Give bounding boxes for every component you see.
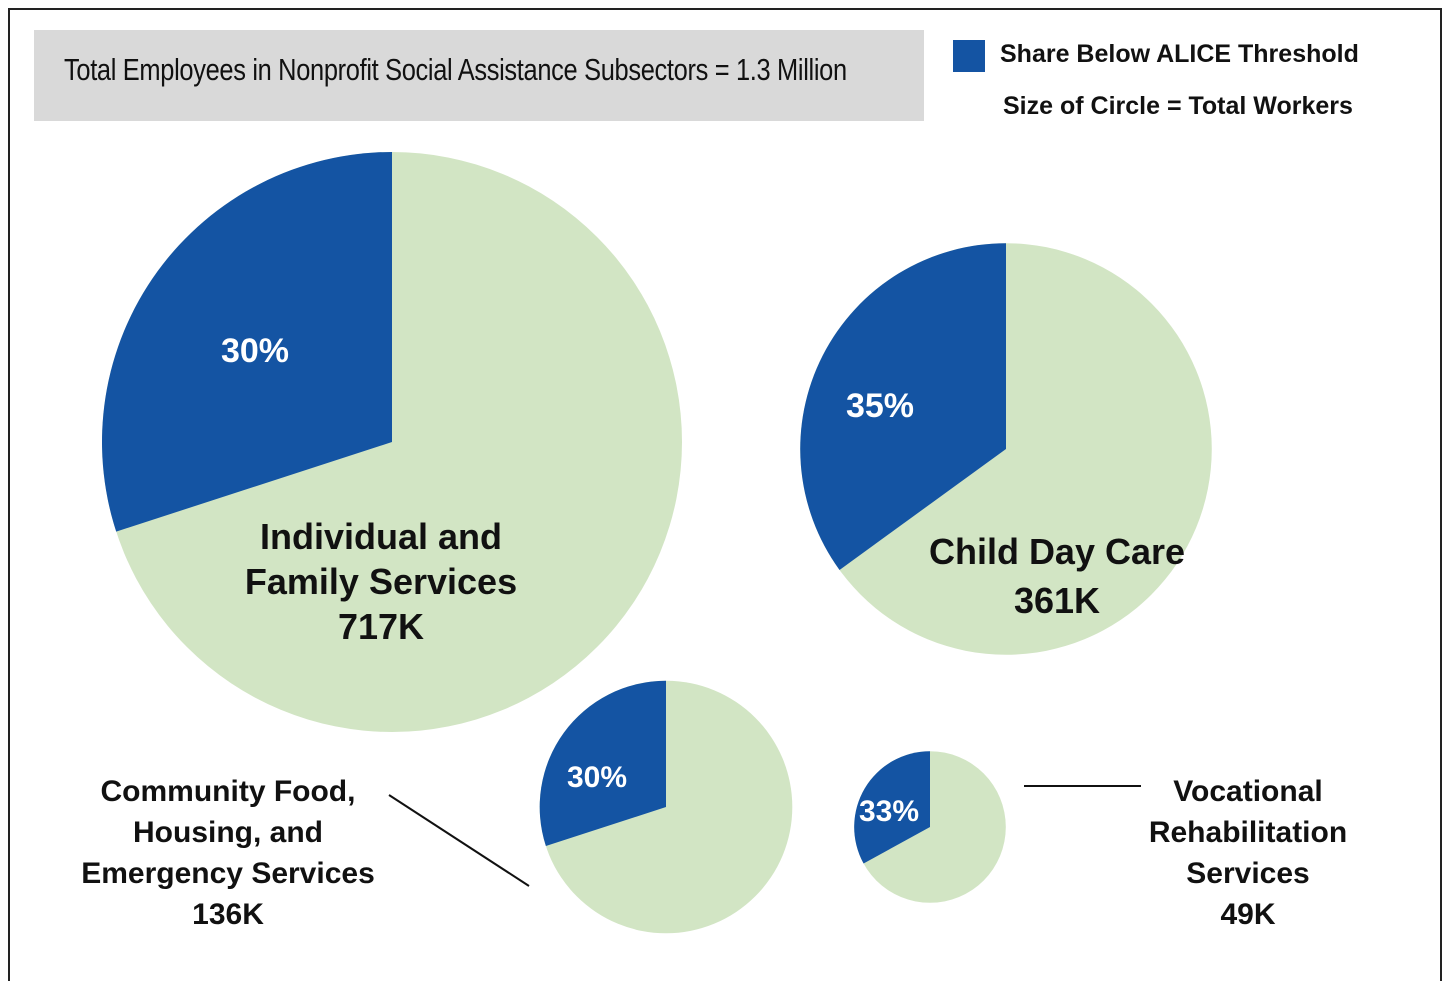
pie-name-label-individual-and-family-services: Family Services <box>245 561 517 602</box>
pie-name-label-child-day-care: Child Day Care <box>929 531 1185 572</box>
pie-name-label-vocational-rehabilitation-services: Vocational <box>1173 775 1322 808</box>
pie-share-label-vocational-rehabilitation-services: 33% <box>859 795 919 828</box>
pie-share-label-community-food-housing-and-emergency-services: 30% <box>567 761 627 794</box>
pie-total-label-vocational-rehabilitation-services: 49K <box>1220 898 1275 931</box>
pie-total-label-child-day-care: 361K <box>1014 580 1100 621</box>
pie-name-label-community-food-housing-and-emergency-services: Emergency Services <box>81 857 375 890</box>
pie-name-label-individual-and-family-services: Individual and <box>260 516 502 557</box>
pie-name-label-community-food-housing-and-emergency-services: Housing, and <box>133 816 323 849</box>
pie-total-label-individual-and-family-services: 717K <box>338 606 424 647</box>
pie-name-label-community-food-housing-and-emergency-services: Community Food, <box>101 775 356 808</box>
pie-share-label-individual-and-family-services: 30% <box>221 332 289 370</box>
pie-name-label-vocational-rehabilitation-services: Rehabilitation <box>1149 816 1347 849</box>
pie-total-label-community-food-housing-and-emergency-services: 136K <box>192 898 264 931</box>
leader-line-community-food-housing-and-emergency-services <box>389 795 529 886</box>
pie-share-label-child-day-care: 35% <box>846 387 914 425</box>
pie-name-label-vocational-rehabilitation-services: Services <box>1186 857 1309 890</box>
